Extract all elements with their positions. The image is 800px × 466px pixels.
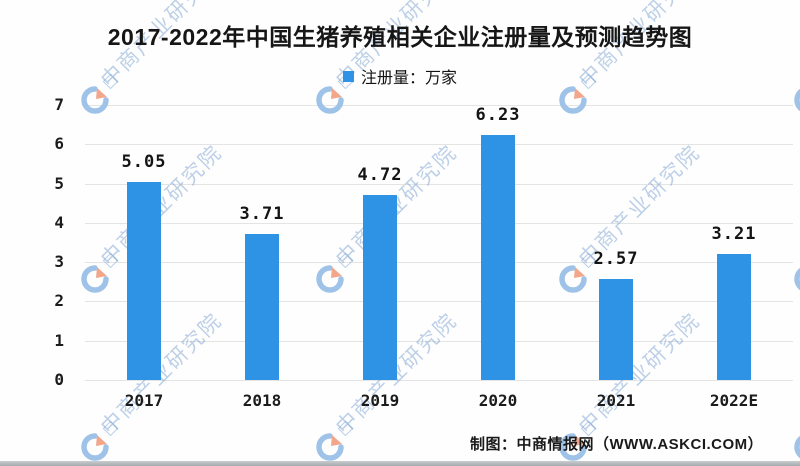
bottom-edge-strip [0,461,800,466]
legend: 注册量：万家 [342,64,458,88]
watermark-diamond-icon [337,420,354,437]
watermark-diamond-icon [337,252,354,269]
watermark-text: 中商产业研究院 [574,308,705,439]
source-caption: 制图：中商情报网（WWW.ASKCI.COM） [470,436,764,453]
watermark-logo-icon [316,265,344,293]
y-tick-label: 1 [54,330,64,350]
watermark-diamond-icon [102,73,119,90]
y-tick-label: 2 [54,291,64,311]
x-tick-label: 2017 [124,391,164,410]
watermark-logo-icon [794,265,800,293]
bar-2019 [363,194,397,380]
bar-value-label: 4.72 [357,164,403,185]
bar-2021 [599,279,633,380]
x-tick-label: 2022E [709,391,759,410]
legend-label: 注册量：万家 [360,70,458,87]
watermark-logo-icon [316,86,344,114]
bar-value-label: 3.71 [239,204,285,225]
gridline [85,183,793,185]
watermark-diamond-icon [580,73,597,90]
watermark-logo-icon [81,86,109,114]
watermark-logo-icon [559,86,587,114]
watermark-logo-icon [316,433,344,461]
gridline [85,144,793,146]
x-tick-label: 2018 [242,391,282,410]
y-tick-label: 0 [54,370,64,389]
watermark-logo-icon [794,86,800,114]
gridline [85,340,793,342]
y-tick-label: 6 [54,134,64,154]
x-tick-label: 2021 [596,391,636,410]
watermark-logo-icon [81,265,109,293]
gridline [85,262,793,264]
y-tick-label: 3 [54,252,64,272]
watermark-text: 中商产业研究院 [332,141,462,271]
bar-2017 [127,181,161,380]
watermark-text: 中商产业研究院 [96,308,227,439]
gridline [85,301,793,303]
y-tick-label: 5 [54,173,64,193]
bar-value-label: 2.57 [593,249,639,270]
watermark-diamond-icon [102,252,119,269]
y-tick-label: 4 [54,212,64,232]
watermark-logo-icon [794,433,800,461]
bar-value-label: 6.23 [475,105,521,126]
bar-2022E [717,253,751,380]
bar-value-label: 3.21 [711,223,757,244]
bar-2018 [245,234,279,380]
x-tick-label: 2020 [478,391,518,410]
bar-value-label: 5.05 [121,151,167,172]
watermark-logo-icon [81,433,109,461]
gridline [85,380,793,381]
watermark-text: 中商产业研究院 [332,309,462,439]
watermark-diamond-icon [102,420,119,437]
chart-title: 2017-2022年中国生猪养殖相关企业注册量及预测趋势图 [107,24,693,50]
x-tick-label: 2019 [360,391,400,410]
gridline [85,105,793,106]
gridline [85,222,793,224]
y-tick-label: 7 [54,95,64,114]
bar-2020 [481,135,515,380]
legend-swatch-icon [342,70,354,82]
